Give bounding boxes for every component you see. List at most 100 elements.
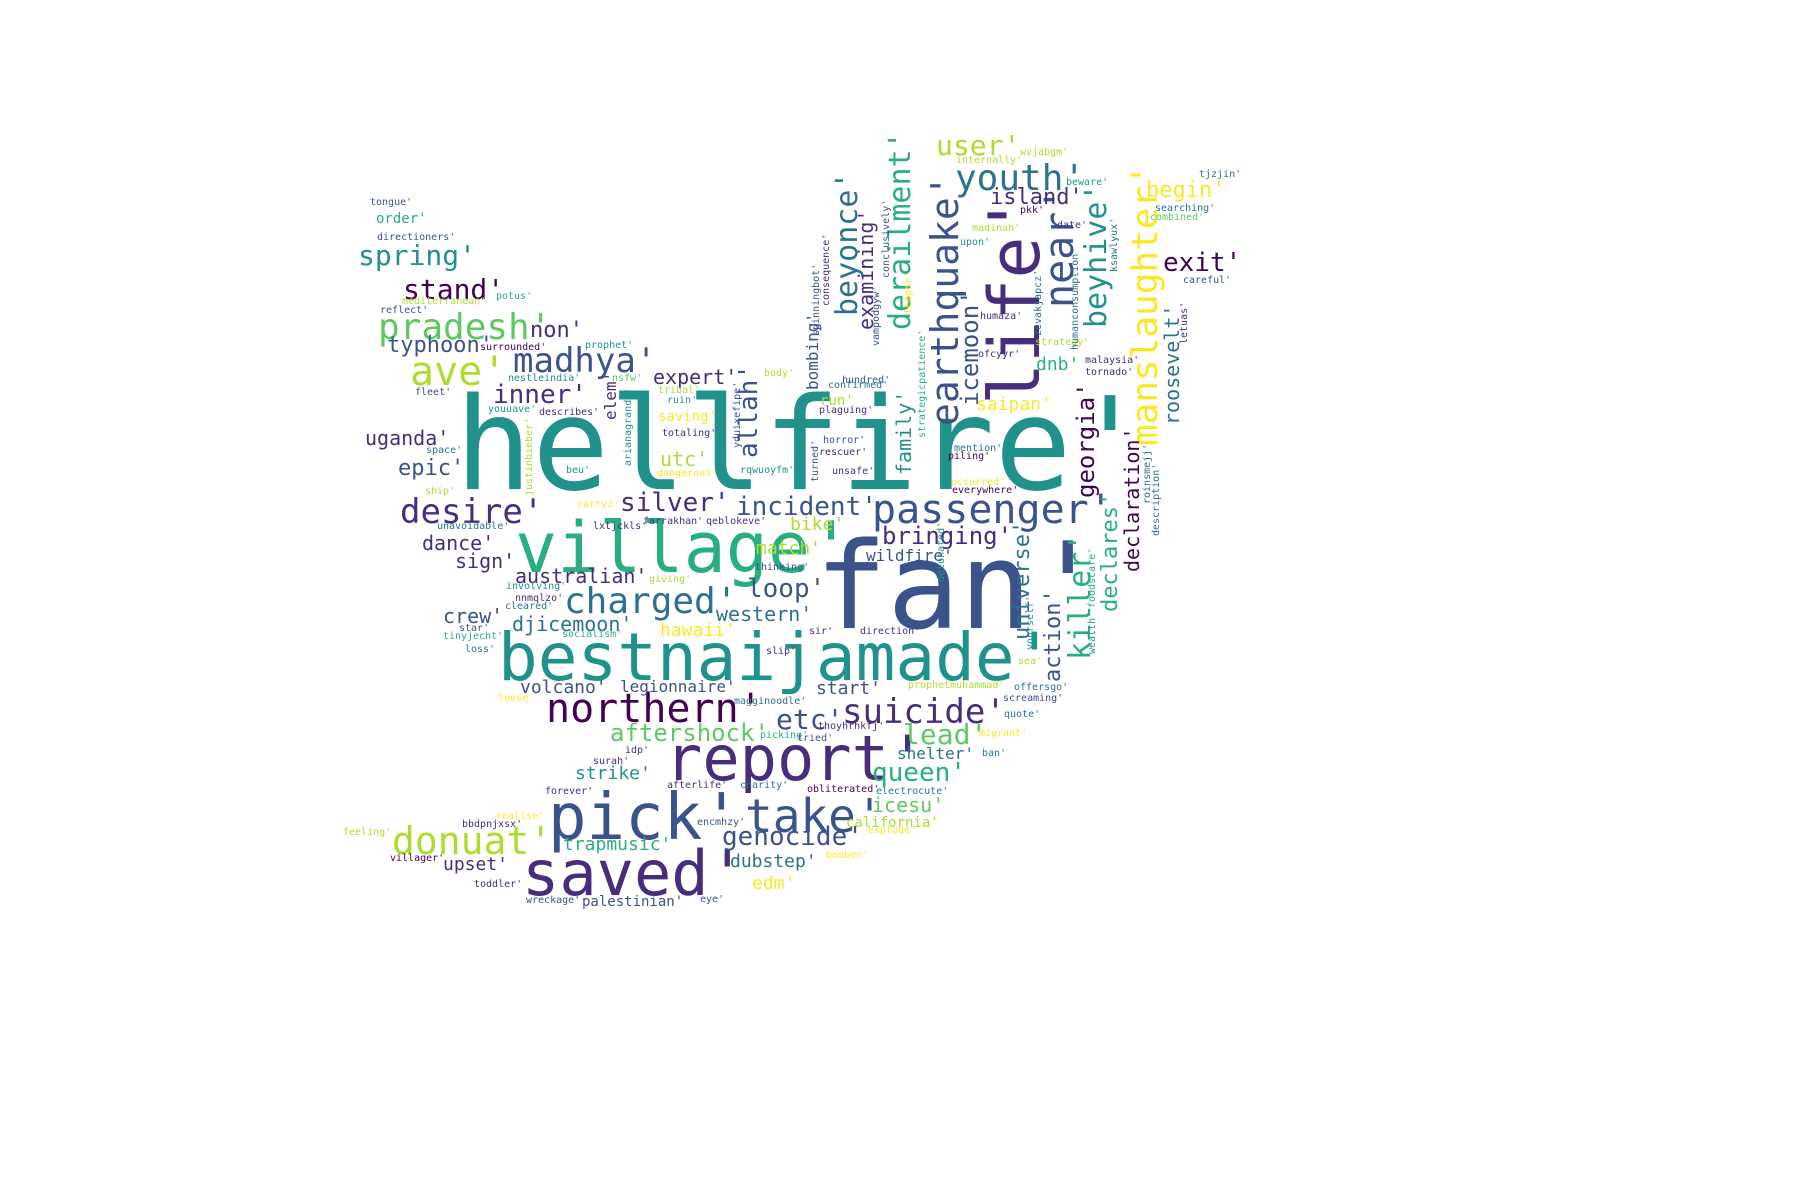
word: georgia': [1072, 382, 1100, 498]
word: justinbieber': [524, 417, 535, 496]
word: mention': [954, 443, 1003, 454]
word: letuas': [1179, 301, 1190, 344]
word: saipan': [976, 394, 1052, 415]
word: ksawlyux': [1109, 217, 1120, 272]
word: nsfw': [612, 373, 643, 384]
word: strategy': [1035, 337, 1090, 348]
word: explode': [868, 825, 917, 836]
word: description': [1151, 463, 1162, 536]
word: report': [665, 722, 927, 795]
word: tinyjecht': [443, 631, 504, 642]
word: youuave': [488, 404, 537, 415]
word: bomber': [826, 850, 869, 861]
word: sir': [809, 626, 834, 637]
word: thoyhrhkfj': [818, 721, 885, 732]
word: shelter': [897, 744, 975, 763]
word: humaza': [980, 311, 1023, 322]
word: realise': [496, 811, 545, 822]
word: declaration': [1120, 427, 1144, 573]
word: ofcyyr': [978, 349, 1021, 360]
word: vampodgyw': [871, 285, 882, 346]
word: strategicpatience': [917, 329, 928, 438]
word: crew': [443, 604, 504, 628]
word: fan': [815, 518, 1104, 657]
word: dubstep': [730, 851, 817, 872]
word: start': [816, 678, 882, 699]
word: djicemoon': [512, 612, 633, 636]
word: involving': [506, 581, 567, 592]
word: madinah': [972, 223, 1021, 234]
word: epic': [398, 456, 465, 481]
word: legionnaire': [620, 677, 736, 696]
word: directioners': [377, 232, 456, 243]
word: trapmusic': [563, 834, 672, 855]
word: internally': [956, 155, 1023, 166]
word: humanconsumption': [1070, 247, 1081, 350]
word: malaysia': [1085, 355, 1140, 366]
word: consequence': [821, 233, 832, 306]
word: afterlife': [667, 780, 728, 791]
word: lead': [903, 718, 988, 751]
word: confirmed': [828, 380, 889, 391]
word: rescuer': [819, 447, 868, 458]
word: sea': [1018, 656, 1043, 667]
word: tribal': [658, 385, 701, 396]
word: socialism': [562, 629, 623, 640]
word: bike': [790, 514, 845, 535]
word: run': [820, 393, 854, 409]
word: village': [515, 507, 853, 589]
word: bringing': [882, 522, 1013, 550]
word: qeblokeve': [706, 516, 767, 527]
word: yduixefipe': [732, 381, 743, 448]
word: stand': [403, 273, 505, 306]
word: edm': [752, 873, 796, 894]
word: occurred': [951, 477, 1006, 488]
word: offersgo': [1014, 682, 1069, 693]
word: screaming': [1003, 693, 1064, 704]
word: action': [1041, 589, 1066, 682]
word: tjzjin': [1199, 169, 1242, 180]
word: piling': [948, 451, 991, 462]
word: family': [892, 390, 916, 475]
word: idp': [625, 745, 650, 756]
word: unavoidable': [437, 521, 510, 532]
word: incident': [736, 492, 877, 522]
word: picking': [760, 730, 809, 741]
word: fleet': [415, 387, 452, 398]
word: giving': [649, 574, 692, 585]
word: dangerous': [657, 468, 718, 479]
word: date': [1057, 220, 1088, 231]
word: non': [530, 318, 583, 343]
word: turned': [810, 439, 821, 482]
word: tried': [797, 733, 834, 744]
word: careful': [1183, 275, 1232, 286]
word: beu': [566, 465, 591, 476]
word: prophet': [585, 340, 634, 351]
word: begin': [1146, 178, 1226, 203]
word: tornado': [1085, 367, 1134, 378]
word: suicide': [842, 692, 1006, 732]
word: icesu': [872, 793, 945, 817]
word: detonated': [936, 521, 947, 582]
word: ave': [410, 349, 507, 395]
word: combined': [1150, 212, 1205, 223]
word: typhoon': [387, 333, 493, 358]
word: utc': [660, 447, 709, 471]
word: magginoodle': [734, 696, 807, 707]
word: searching': [1155, 203, 1216, 214]
word: villager': [390, 853, 445, 864]
word: body': [764, 368, 795, 379]
word: silver': [620, 488, 730, 518]
word: hundred': [842, 375, 891, 386]
word: take': [745, 789, 884, 843]
word: volcano': [520, 677, 607, 698]
word: upset': [443, 854, 509, 875]
word: saving': [658, 409, 718, 425]
word: ban': [982, 748, 1007, 759]
word: zevakjapcz': [1033, 269, 1044, 336]
word: beware': [1066, 177, 1109, 188]
word: reflect': [380, 305, 429, 316]
word: space': [426, 445, 463, 456]
word: direction': [860, 626, 921, 637]
word: surah': [593, 756, 630, 767]
